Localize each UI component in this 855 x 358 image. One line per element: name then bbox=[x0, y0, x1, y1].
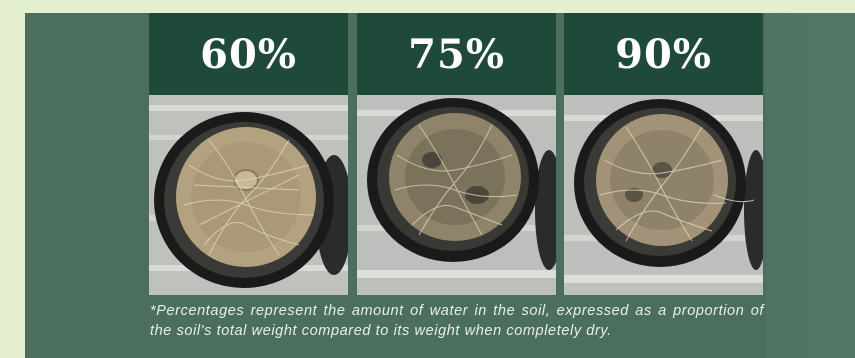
panel-60: 60% bbox=[149, 13, 348, 95]
panel-75: 75% bbox=[357, 13, 556, 95]
percentage-label-90: 90% bbox=[615, 30, 712, 78]
root-mat-photo-60 bbox=[149, 95, 348, 295]
percentage-label-60: 60% bbox=[200, 30, 297, 78]
panel-90: 90% bbox=[564, 13, 763, 95]
card-right-shade bbox=[766, 13, 855, 358]
percentage-label-75: 75% bbox=[408, 30, 505, 78]
root-mat-photo-75 bbox=[357, 95, 556, 295]
root-mat-photo-90 bbox=[564, 95, 763, 295]
caption-footnote: *Percentages represent the amount of wat… bbox=[150, 303, 764, 339]
